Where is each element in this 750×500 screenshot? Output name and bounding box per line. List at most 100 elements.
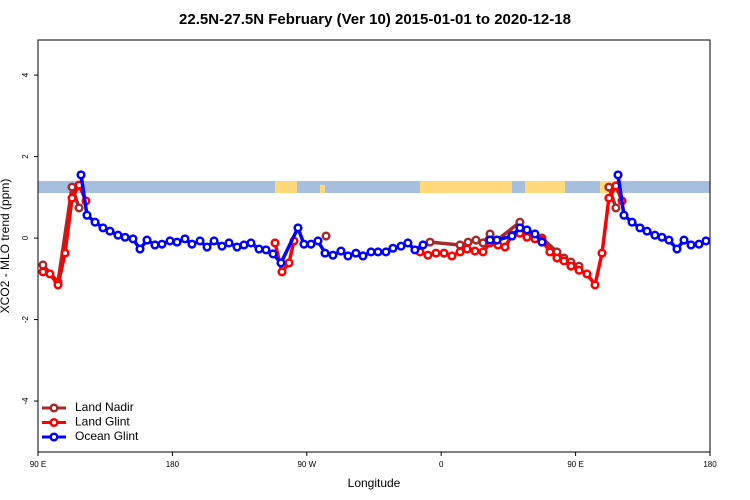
data-point xyxy=(672,244,682,254)
y-tick-label: 4 xyxy=(21,72,30,77)
data-point xyxy=(463,237,473,247)
data-point xyxy=(38,260,48,270)
plot-frame xyxy=(37,39,711,453)
data-point xyxy=(507,231,517,241)
data-point xyxy=(566,261,576,271)
data-point xyxy=(574,265,584,275)
x-tick-label: 180 xyxy=(703,460,717,469)
data-point xyxy=(82,210,92,220)
data-point xyxy=(67,193,77,203)
y-tick-label: 2 xyxy=(21,154,30,159)
data-point xyxy=(381,247,391,257)
data-point xyxy=(396,241,406,251)
data-point xyxy=(545,247,555,257)
x-axis-label: Longitude xyxy=(348,476,401,490)
data-point xyxy=(478,238,488,248)
data-point xyxy=(431,248,441,258)
data-point xyxy=(67,182,77,192)
data-point xyxy=(74,203,84,213)
land-strip xyxy=(275,181,297,193)
data-point xyxy=(619,210,629,220)
data-point xyxy=(76,170,86,180)
data-point xyxy=(270,238,280,248)
data-point xyxy=(165,236,175,246)
data-point xyxy=(439,248,449,258)
data-point xyxy=(425,237,435,247)
data-point xyxy=(320,248,330,258)
land-strip xyxy=(420,181,512,193)
data-point xyxy=(232,242,242,252)
data-point xyxy=(664,235,674,245)
data-point xyxy=(239,240,249,250)
legend-marker xyxy=(49,417,59,428)
data-point xyxy=(559,256,569,266)
data-point xyxy=(284,258,294,268)
data-point xyxy=(470,246,480,256)
x-tick-label: 90 E xyxy=(30,460,46,469)
data-point xyxy=(694,239,704,249)
x-tick-label: 0 xyxy=(439,460,444,469)
data-point xyxy=(113,230,123,240)
data-point xyxy=(701,236,711,246)
data-point xyxy=(313,236,323,246)
data-point xyxy=(105,226,115,236)
data-point xyxy=(120,232,130,242)
data-point xyxy=(418,240,428,250)
data-point xyxy=(373,247,383,257)
data-point xyxy=(172,237,182,247)
data-point xyxy=(321,231,331,241)
data-point xyxy=(209,236,219,246)
data-point xyxy=(38,267,48,277)
data-point xyxy=(611,203,621,213)
data-point xyxy=(635,223,645,233)
y-axis-label: XCO2 - MLO trend (ppm) xyxy=(0,179,12,314)
data-point xyxy=(522,225,532,235)
data-point xyxy=(537,237,547,247)
legend-label: Ocean Glint xyxy=(75,429,139,443)
legend-marker xyxy=(49,403,59,413)
data-point xyxy=(388,243,398,253)
data-point xyxy=(462,244,472,254)
data-point xyxy=(650,230,660,240)
data-point xyxy=(679,235,689,245)
data-point xyxy=(423,250,433,260)
x-tick-label: 90 E xyxy=(567,460,583,469)
data-point xyxy=(597,248,607,258)
legend-label: Land Glint xyxy=(75,415,130,429)
data-point xyxy=(604,193,614,203)
data-point xyxy=(45,269,55,279)
series xyxy=(38,180,627,290)
y-tick-label: -2 xyxy=(21,315,30,323)
data-point xyxy=(686,240,696,250)
legend-label: Land Nadir xyxy=(75,400,134,414)
series-line xyxy=(273,240,296,276)
data-point xyxy=(293,223,303,233)
data-point xyxy=(657,232,667,242)
y-tick-label: 0 xyxy=(21,235,30,240)
data-point xyxy=(195,236,205,246)
x-tick-label: 90 W xyxy=(297,460,316,469)
x-tick-label: 180 xyxy=(166,460,180,469)
data-point xyxy=(150,240,160,250)
data-point xyxy=(60,248,70,258)
data-point xyxy=(343,251,353,261)
data-point xyxy=(471,235,481,245)
data-point xyxy=(128,234,138,244)
data-point xyxy=(328,250,338,260)
data-point xyxy=(500,242,510,252)
data-point xyxy=(552,253,562,263)
series xyxy=(76,170,711,268)
data-point xyxy=(336,246,346,256)
data-point xyxy=(410,245,420,255)
data-point xyxy=(604,182,614,192)
data-point xyxy=(53,280,63,290)
land-strip xyxy=(320,185,325,193)
data-point xyxy=(306,239,316,249)
data-point xyxy=(180,234,190,244)
data-point xyxy=(268,249,278,259)
data-point xyxy=(98,223,108,233)
data-point xyxy=(187,239,197,249)
data-point xyxy=(90,217,100,227)
data-point xyxy=(455,240,465,250)
